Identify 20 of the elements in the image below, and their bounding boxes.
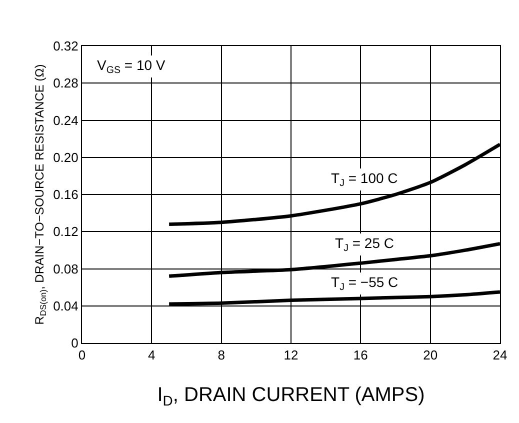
- y-tick-label: 0.28: [53, 76, 78, 91]
- x-tick-label: 8: [218, 348, 225, 363]
- y-tick-label: 0.20: [53, 150, 78, 165]
- x-tick-label: 24: [492, 348, 508, 363]
- annotation: V$_{GS}$ = 10 V: [97, 57, 166, 76]
- series-label: T$_{J}$ = −55 C: [331, 274, 398, 293]
- series-label: T$_{J}$ = 25 C: [335, 235, 394, 254]
- x-tick-label: 4: [148, 348, 156, 363]
- y-tick-label: 0.08: [53, 261, 78, 276]
- x-tick-label: 20: [423, 348, 438, 363]
- x-tick-label: 16: [353, 348, 368, 363]
- y-tick-label: 0.04: [53, 298, 78, 314]
- x-axis-title: I$_{D}$, DRAIN CURRENT (AMPS): [157, 384, 425, 408]
- y-tick-label: 0.24: [53, 112, 78, 128]
- y-tick-label: 0.32: [53, 38, 78, 54]
- y-tick-label: 0.12: [53, 224, 78, 240]
- y-tick-label: 0.16: [53, 187, 78, 202]
- series-label: T$_{J}$ = 100 C: [331, 170, 398, 189]
- x-tick-label: 12: [284, 348, 298, 363]
- y-tick-label: 0: [71, 336, 78, 351]
